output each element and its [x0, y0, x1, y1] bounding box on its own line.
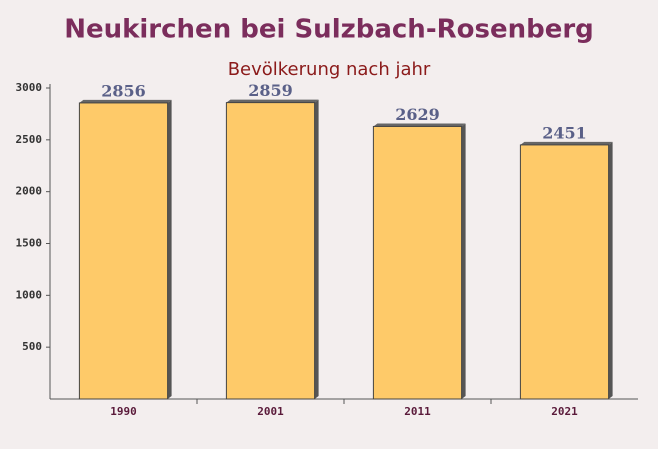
value-label: 2451: [542, 123, 587, 142]
bar: [519, 144, 610, 400]
x-tick-label: 2021: [551, 405, 578, 418]
y-tick-label: 1000: [16, 288, 43, 301]
bar-shadow: [79, 99, 172, 103]
bar: [372, 125, 463, 400]
x-tick-label: 2011: [404, 405, 431, 418]
bar: [78, 102, 169, 400]
chart-subtitle: Bevölkerung nach jahr: [228, 59, 431, 80]
value-label: 2859: [248, 81, 293, 100]
value-label: 2629: [395, 105, 440, 124]
bar-shadow: [461, 123, 466, 400]
y-tick-label: 3000: [16, 81, 43, 94]
bar-shadow: [167, 99, 172, 399]
bar-shadow: [226, 99, 319, 103]
bar-shadow: [373, 123, 466, 127]
bar: [225, 102, 316, 400]
y-tick-label: 1500: [16, 237, 43, 250]
y-tick-label: 500: [22, 340, 42, 353]
x-tick-label: 1990: [110, 405, 137, 418]
value-label: 2856: [101, 81, 146, 100]
y-tick-label: 2500: [16, 133, 43, 146]
bar-shadow: [608, 141, 613, 399]
chart-title: Neukirchen bei Sulzbach-Rosenberg: [64, 15, 594, 45]
x-tick-label: 2001: [257, 405, 284, 418]
bar-shadow: [314, 99, 319, 399]
y-tick-label: 2000: [16, 185, 43, 198]
bar-shadow: [520, 141, 613, 145]
